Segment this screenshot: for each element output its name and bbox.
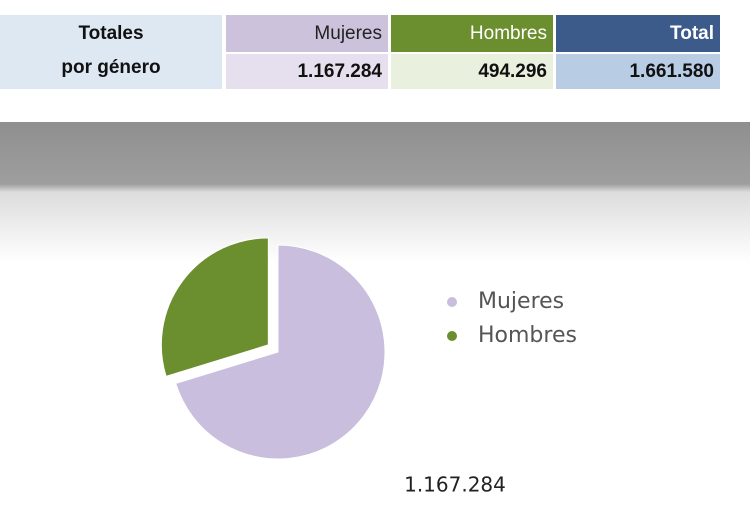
- column-header: Mujeres: [226, 15, 388, 52]
- table-cell: 1.661.580: [556, 54, 720, 89]
- chart-header-band: [0, 122, 750, 262]
- table-cell: 494.296: [391, 54, 553, 89]
- pie-slice: [160, 237, 269, 377]
- legend-marker: [447, 297, 457, 307]
- column-header: Total: [556, 15, 720, 52]
- row-header: Totales por género: [0, 15, 222, 89]
- pie-slice: [175, 244, 386, 460]
- legend-marker: [447, 331, 457, 341]
- legend-label: Mujeres: [478, 289, 564, 314]
- row-header-line: Totales: [78, 23, 144, 44]
- column-header: Hombres: [391, 15, 553, 52]
- legend-label: Hombres: [478, 323, 577, 348]
- table-cell: 1.167.284: [226, 54, 388, 89]
- data-label: 1.167.284: [404, 473, 506, 497]
- row-header-line: por género: [61, 57, 161, 78]
